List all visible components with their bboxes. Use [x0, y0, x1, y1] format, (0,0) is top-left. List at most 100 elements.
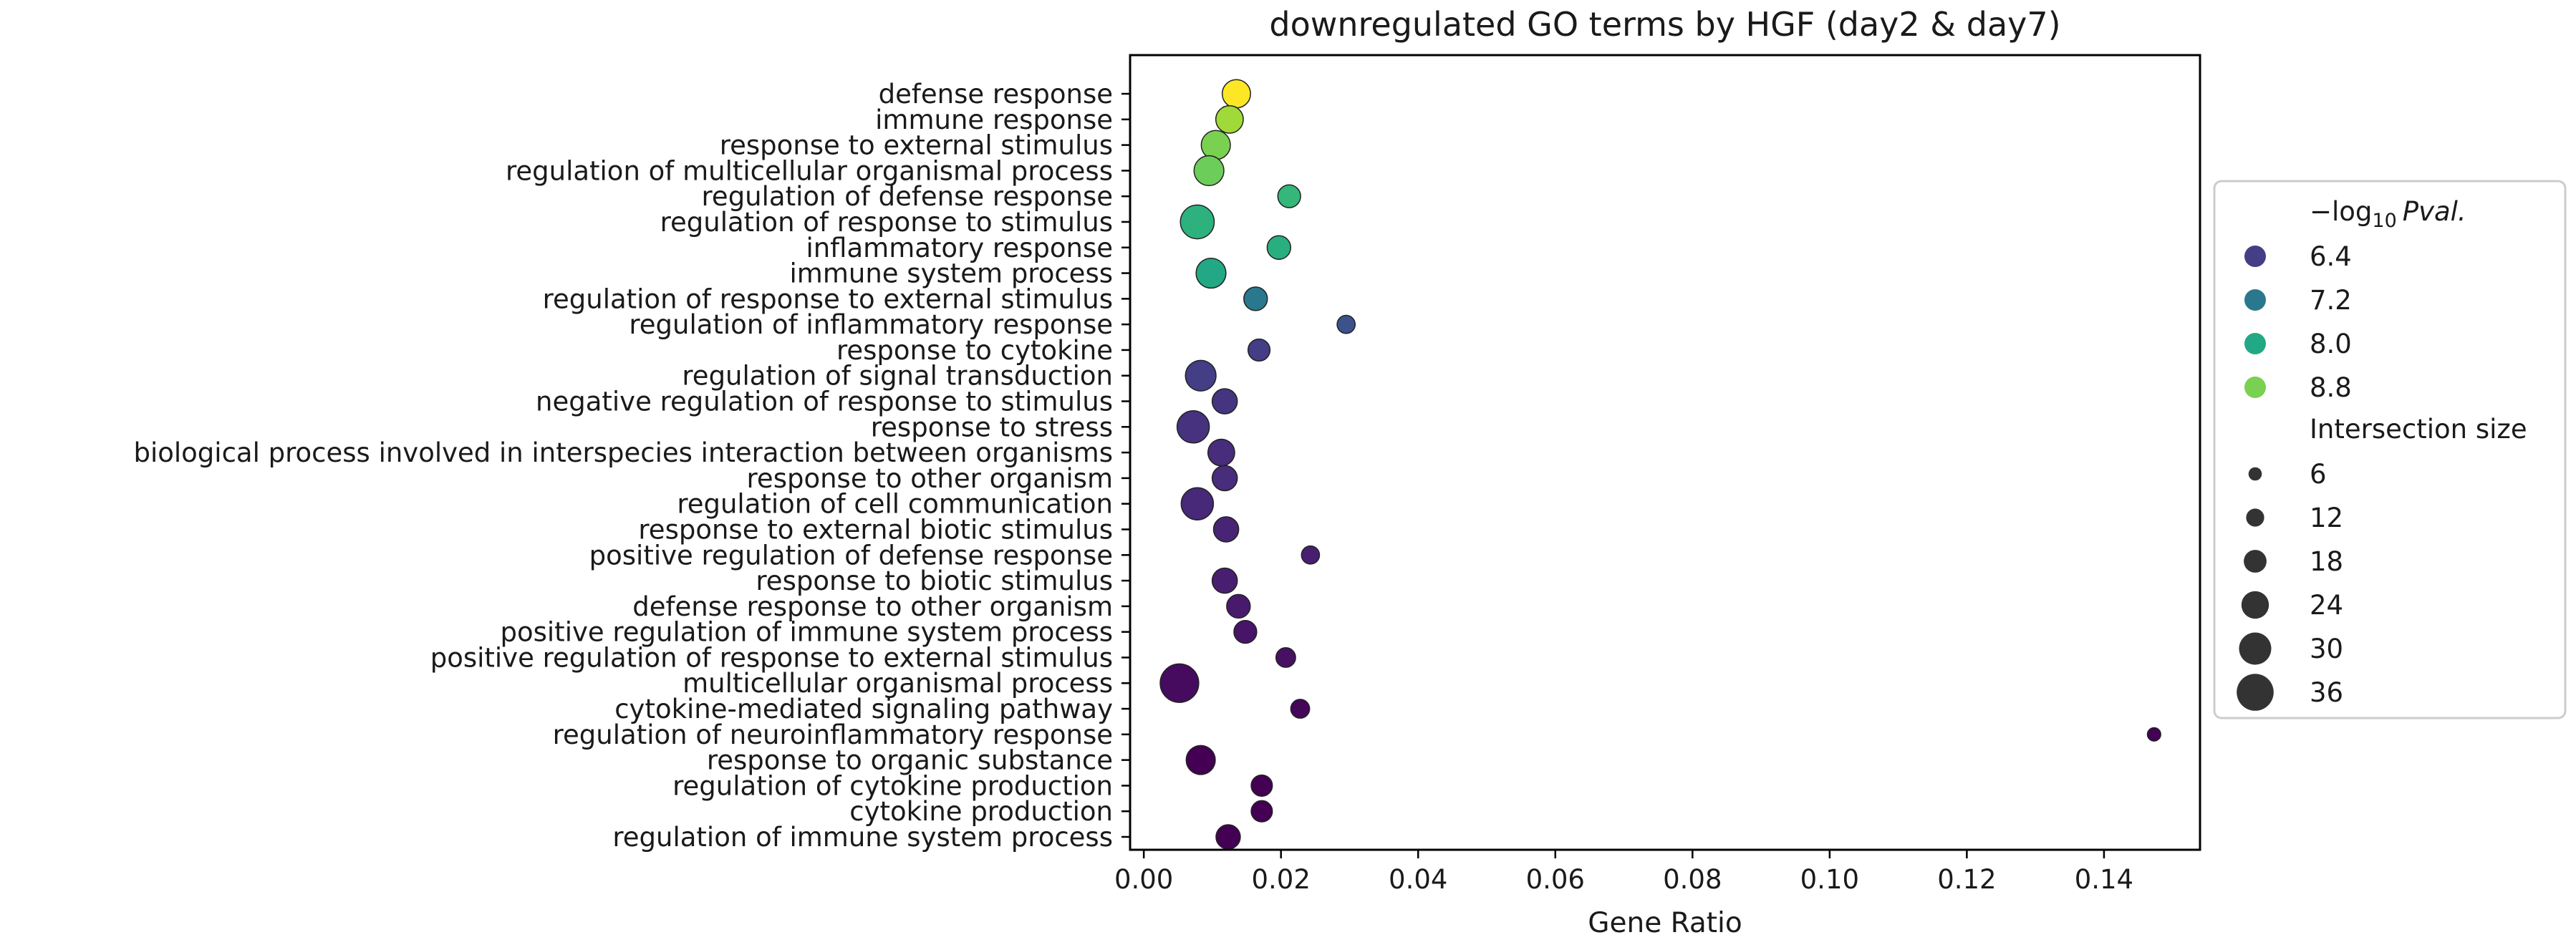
y-tick-label: response to stress [871, 412, 1113, 442]
data-point [1159, 663, 1200, 703]
legend-size-title: Intersection size [2310, 414, 2527, 445]
x-tick-label: 0.00 [1114, 864, 1173, 895]
y-tick-label: regulation of inflammatory response [629, 309, 1113, 340]
x-tick-label: 0.08 [1663, 864, 1722, 895]
legend-color-label: 7.2 [2310, 285, 2352, 316]
data-point [1250, 800, 1273, 823]
data-point [1290, 699, 1311, 719]
legend-color-marker [2244, 289, 2266, 311]
data-point [1215, 824, 1241, 850]
x-tick-label: 0.04 [1389, 864, 1447, 895]
y-tick-label: regulation of neuroinflammatory response [553, 719, 1113, 750]
data-point [1250, 774, 1273, 797]
data-point [1233, 620, 1258, 644]
data-point [2146, 727, 2161, 742]
y-tick-label: negative regulation of response to stimu… [536, 387, 1113, 417]
data-point [1226, 593, 1251, 619]
x-tick-label: 0.02 [1251, 864, 1310, 895]
data-point [1211, 567, 1238, 594]
y-tick-label: regulation of signal transduction [682, 361, 1113, 392]
y-tick-label: response to other organism [747, 463, 1113, 494]
y-tick-label: cytokine-mediated signaling pathway [614, 694, 1113, 724]
legend-color-title: −log10 Pval. [2310, 196, 2466, 232]
legend-size-label: 24 [2310, 590, 2343, 621]
y-tick-label: regulation of defense response [702, 181, 1113, 212]
legend-size-label: 6 [2310, 459, 2327, 490]
data-point [1211, 388, 1238, 415]
y-tick-label: inflammatory response [806, 233, 1113, 263]
data-point [1243, 286, 1268, 311]
legend-size-marker [2237, 674, 2274, 711]
data-point [1212, 516, 1240, 543]
x-tick-label: 0.06 [1526, 864, 1585, 895]
data-points [1159, 79, 2161, 850]
data-point [1301, 545, 1321, 565]
legend-size-marker [2241, 591, 2269, 619]
legend-color-label: 8.0 [2310, 329, 2352, 359]
y-tick-label: cytokine production [849, 796, 1113, 827]
y-tick-label: positive regulation of defense response [589, 540, 1113, 571]
legend-size-label: 30 [2310, 634, 2343, 664]
data-point [1211, 465, 1238, 492]
y-tick-label: defense response [879, 79, 1113, 110]
legend-size-marker [2244, 550, 2267, 573]
data-point [1193, 155, 1225, 186]
y-tick-label: regulation of multicellular organismal p… [506, 155, 1113, 186]
y-tick-label: biological process involved in interspec… [133, 437, 1113, 468]
y-tick-label: regulation of cytokine production [672, 770, 1113, 801]
data-point [1277, 184, 1301, 208]
y-tick-label: regulation of immune system process [612, 822, 1113, 853]
y-tick-label: response to biotic stimulus [756, 566, 1113, 596]
legend-size-label: 36 [2310, 677, 2343, 708]
data-point [1195, 257, 1227, 289]
y-tick-label: regulation of cell communication [677, 489, 1113, 520]
legend-color-marker [2244, 377, 2266, 398]
legend-color-marker [2244, 246, 2266, 267]
data-point [1185, 745, 1216, 775]
x-tick-label: 0.14 [2075, 864, 2133, 895]
legend-color-marker [2244, 333, 2266, 354]
legend-box [2213, 180, 2567, 719]
legend-color-label: 8.8 [2310, 372, 2352, 403]
legend-size-label: 12 [2310, 503, 2343, 533]
legend-size-label: 18 [2310, 546, 2343, 577]
y-tick-label: response to external biotic stimulus [638, 514, 1113, 545]
data-point [1200, 130, 1231, 160]
data-point [1247, 338, 1271, 362]
data-point [1180, 487, 1215, 520]
data-point [1185, 359, 1217, 392]
data-point [1275, 646, 1296, 668]
data-point [1266, 235, 1292, 260]
y-tick-label: response to cytokine [836, 335, 1113, 366]
x-tick-label: 0.10 [1800, 864, 1859, 895]
legend-color-label: 6.4 [2310, 241, 2352, 272]
data-point [1207, 438, 1235, 467]
y-tick-label: immune system process [790, 258, 1114, 289]
y-tick-label: regulation of response to external stimu… [543, 283, 1113, 314]
y-tick-label: positive regulation of immune system pro… [501, 617, 1114, 648]
y-tick-label: defense response to other organism [632, 591, 1113, 622]
x-tick-label: 0.12 [1937, 864, 1996, 895]
chart-title: downregulated GO terms by HGF (day2 & da… [1269, 5, 2060, 44]
legend: −log10 Pval. 6.4 7.2 8.0 8.8 Intersection size… [2213, 180, 2567, 719]
data-point [1180, 204, 1215, 240]
data-point [1176, 410, 1210, 444]
legend-size-marker [2248, 467, 2262, 481]
y-tick-label: positive regulation of response to exter… [430, 642, 1113, 673]
y-tick-label: response to external stimulus [720, 130, 1113, 161]
x-axis-label: Gene Ratio [1588, 907, 1742, 939]
y-tick-label: immune response [875, 105, 1113, 135]
data-point [1221, 79, 1251, 109]
y-tick-label: multicellular organismal process [682, 668, 1113, 699]
plot-frame [1129, 54, 2201, 851]
y-tick-label: regulation of response to stimulus [660, 207, 1113, 238]
data-point [1336, 314, 1356, 334]
data-point [1215, 105, 1244, 134]
y-tick-label: response to organic substance [707, 745, 1113, 776]
legend-size-marker [2246, 508, 2264, 527]
legend-size-marker [2239, 632, 2272, 665]
x-axis-ticks: 0.00 0.02 0.04 0.06 0.08 0.10 0.12 0.14 [1114, 850, 2133, 895]
